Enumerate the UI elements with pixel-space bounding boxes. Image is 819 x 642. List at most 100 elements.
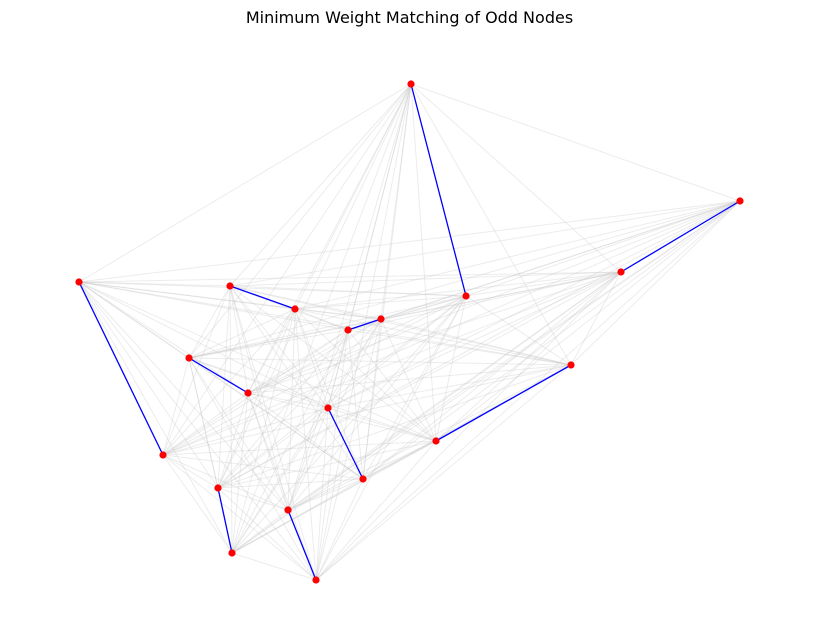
background-edge	[229, 285, 289, 511]
background-edge	[162, 454, 317, 581]
background-edge	[162, 357, 190, 456]
graph-node	[344, 326, 352, 334]
background-edge	[287, 200, 741, 511]
graph-node	[462, 292, 470, 300]
background-edge	[188, 357, 364, 480]
matching-edge	[229, 285, 296, 310]
background-edge	[188, 200, 741, 359]
background-edge	[188, 318, 382, 359]
background-edge	[347, 271, 622, 331]
background-edge	[217, 318, 382, 489]
background-edge	[347, 200, 741, 331]
background-edge	[347, 83, 412, 331]
background-edge	[78, 281, 382, 320]
graph-node	[617, 268, 625, 276]
matching-edge	[410, 83, 467, 297]
background-edge	[229, 285, 572, 366]
background-edge	[362, 83, 412, 480]
background-edge	[229, 285, 249, 394]
background-edge	[315, 200, 741, 581]
matching-edge	[620, 200, 741, 273]
background-edge	[217, 487, 289, 511]
background-edge	[217, 271, 622, 489]
background-edge	[287, 271, 622, 511]
background-edge	[78, 281, 467, 297]
background-edge	[347, 329, 572, 366]
background-edge	[247, 329, 349, 394]
background-edge	[217, 487, 317, 581]
background-edge	[294, 308, 572, 366]
background-edge	[231, 552, 317, 581]
background-edge	[327, 271, 622, 409]
background-edge	[217, 295, 467, 489]
background-edge	[231, 440, 437, 554]
background-edge	[231, 407, 329, 554]
graph-node	[736, 197, 744, 205]
background-edge	[465, 200, 741, 297]
background-edge	[294, 308, 317, 581]
background-edge	[78, 200, 741, 283]
background-edge	[570, 200, 741, 366]
background-edge	[162, 364, 572, 456]
nodes-layer	[75, 80, 744, 584]
matching-edge	[327, 407, 364, 480]
background-edge	[294, 271, 622, 310]
matching-edge	[287, 509, 317, 581]
background-edge	[231, 392, 249, 554]
background-edge	[231, 478, 364, 554]
background-edge	[465, 271, 622, 297]
background-edge	[380, 318, 572, 366]
background-edge	[78, 281, 231, 287]
background-edge	[188, 83, 412, 359]
background-edge	[229, 285, 382, 320]
graph-node	[432, 437, 440, 445]
background-edge	[162, 295, 467, 456]
background-edge	[247, 392, 317, 581]
background-edge	[188, 295, 467, 359]
background-edge	[188, 357, 572, 366]
background-edge	[247, 200, 741, 394]
background-edge	[315, 440, 437, 581]
background-edge	[327, 407, 437, 442]
background-edge	[229, 271, 622, 287]
background-edge	[315, 478, 364, 581]
background-edge	[162, 271, 622, 456]
background-edge	[287, 440, 437, 511]
background-edge	[78, 281, 289, 511]
background-edge	[247, 271, 622, 394]
background-edge	[380, 295, 467, 320]
background-edge	[327, 318, 382, 409]
graph-node	[185, 354, 193, 362]
background-edge	[229, 285, 437, 442]
background-edge	[162, 83, 412, 456]
background-edge	[229, 285, 317, 581]
background-edge	[294, 308, 437, 442]
background-edge	[287, 318, 382, 511]
background-edge	[315, 83, 412, 581]
background-edge	[162, 454, 233, 554]
background-edge	[217, 478, 364, 489]
graph-node	[291, 305, 299, 313]
background-edge	[315, 407, 329, 581]
background-edge	[247, 364, 572, 394]
background-edge	[78, 281, 233, 554]
background-edge	[78, 281, 572, 366]
graph-node	[284, 506, 292, 514]
background-edge	[435, 271, 622, 442]
background-edge	[229, 285, 233, 554]
background-edge	[162, 440, 437, 456]
graph-node	[228, 549, 236, 557]
background-edge	[315, 295, 467, 581]
background-edge	[78, 281, 349, 331]
background-edge	[162, 454, 219, 489]
background-edge	[294, 83, 412, 310]
background-edge	[362, 271, 622, 480]
background-edge	[247, 295, 467, 394]
background-edge	[188, 357, 437, 442]
background-edge	[410, 83, 622, 273]
background-edge	[162, 454, 364, 480]
background-edge	[188, 308, 296, 359]
background-edge	[410, 83, 437, 442]
